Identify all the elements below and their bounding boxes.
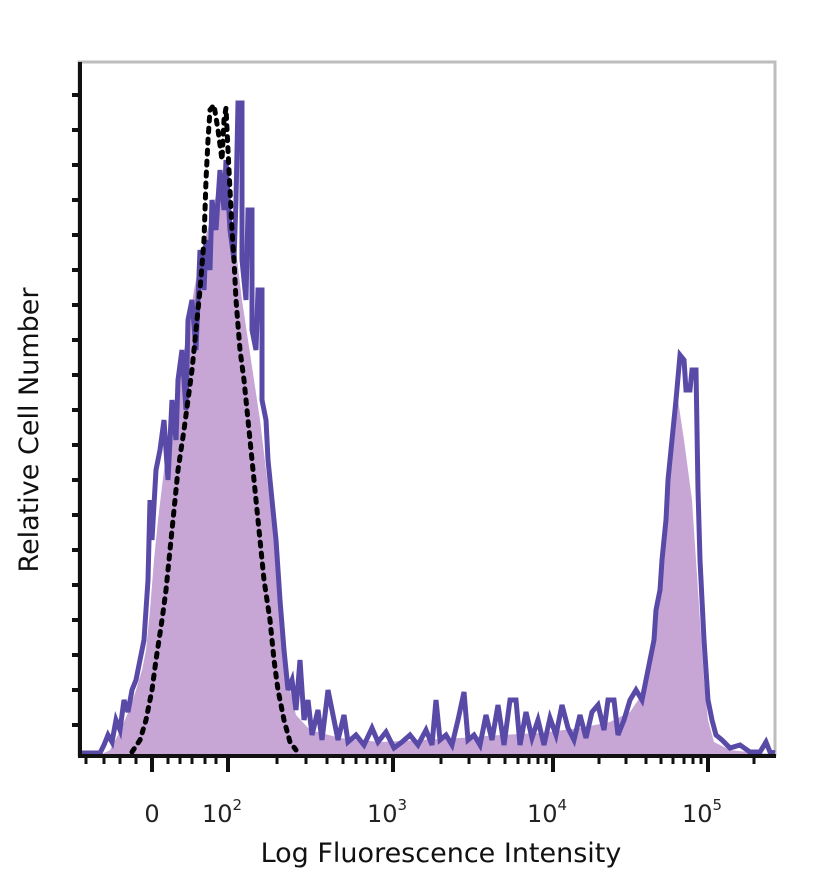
x-tick-label-10e3: 103: [367, 796, 407, 828]
control-histogram-line: [129, 99, 299, 755]
stained-histogram-line: [80, 100, 776, 756]
x-axis-title: Log Fluorescence Intensity: [261, 838, 622, 869]
x-tick-label-0: 0: [144, 800, 159, 828]
x-tick-label-10e4: 104: [527, 796, 567, 828]
x-tick-label-10e5: 105: [682, 796, 722, 828]
x-tick-label-10e2: 102: [202, 796, 242, 828]
x-axis-minor-ticks: [84, 756, 756, 764]
x-axis-major-ticks: [150, 756, 710, 772]
y-axis-ticks: [72, 93, 80, 727]
y-axis-title: Relative Cell Number: [14, 287, 45, 573]
